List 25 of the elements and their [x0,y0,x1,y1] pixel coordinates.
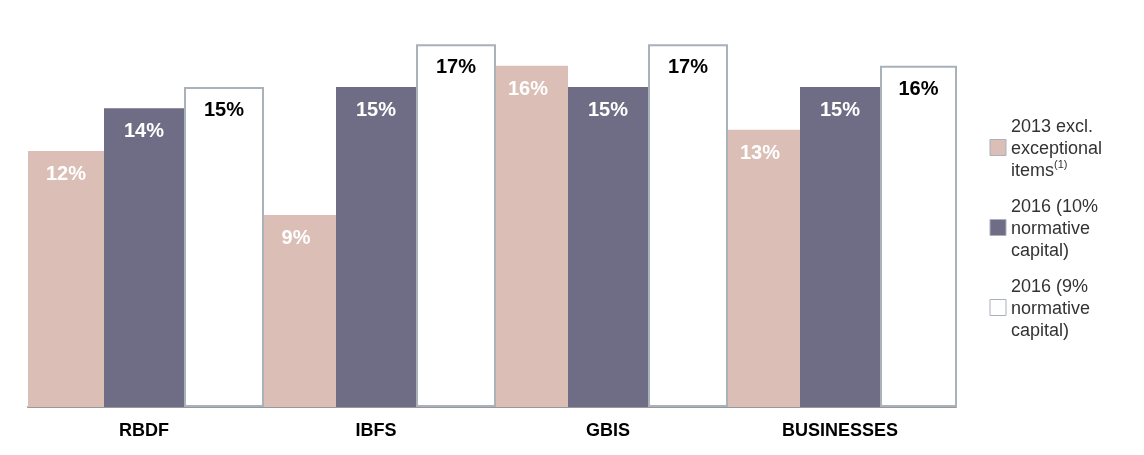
legend-label: 2016 (9% normative capital) [1011,275,1096,340]
data-label: 16% [507,76,549,99]
bar [336,87,416,407]
data-label: 15% [203,98,245,120]
data-label: 15% [355,98,397,120]
data-label: 17% [435,55,477,78]
data-label: 14% [123,119,165,142]
data-label: 13% [739,140,781,163]
x-tick-label: GBIS [585,420,631,440]
data-label: 12% [45,162,87,184]
bar [800,87,880,407]
bar [648,44,728,407]
data-label: 16% [898,76,939,99]
bar [104,108,184,407]
x-tick-label: IBFS [355,420,397,440]
data-label: 15% [587,98,629,120]
data-label: 9% [281,226,311,248]
bar [416,44,496,407]
data-label: 15% [819,98,861,120]
x-tick-label: BUSINESSES [781,420,899,440]
bar [568,87,648,407]
legend-label: 2016 (10% normative capital) [1011,195,1104,260]
bar [184,87,264,407]
x-tick-label: RBDF [119,420,169,440]
data-label: 17% [667,55,709,78]
